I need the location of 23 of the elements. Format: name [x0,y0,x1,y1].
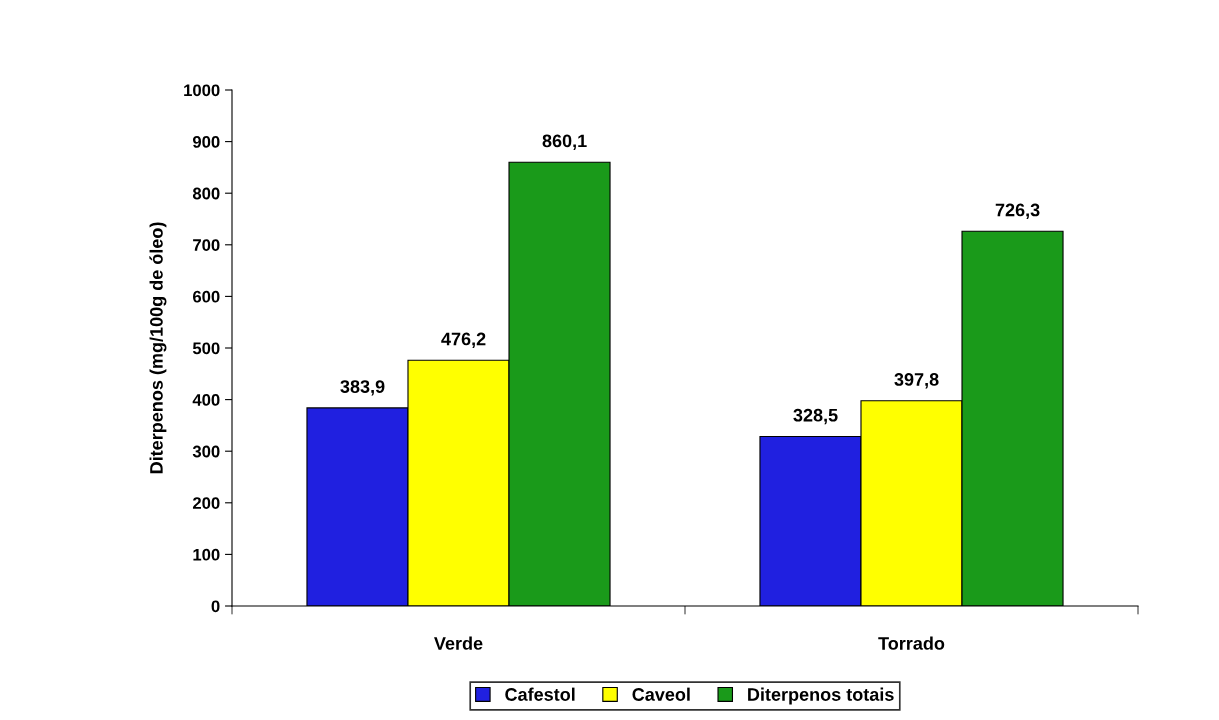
y-tick-label: 900 [192,136,220,148]
data-label: 726,3 [995,203,1040,219]
legend-label: Cafestol [505,687,575,701]
legend-label: Caveol [632,687,690,701]
legend-label: Diterpenos totais [748,687,894,705]
y-tick-label: 1000 [184,84,220,97]
y-tick-label: 400 [192,394,220,406]
data-label: 476,2 [441,332,486,348]
y-tick-label: 100 [193,548,220,561]
x-tick-label: Torrado [878,636,945,650]
data-label: 860,1 [542,134,587,150]
y-tick-label: 700 [193,239,220,251]
data-label: 328,5 [793,408,838,425]
y-tick-label: 600 [193,290,220,303]
y-tick-label: 500 [192,342,220,355]
y-tick-label: 200 [192,497,220,509]
y-tick-label: 0 [211,600,220,613]
data-label: 383,9 [340,380,385,396]
x-tick-label: Verde [434,636,483,650]
y-tick-label: 800 [192,187,220,200]
data-label: 397,8 [894,373,939,389]
y-tick-label: 300 [192,445,220,458]
y-axis-title: Diterpenos (mg/100g de óleo) [149,222,167,474]
